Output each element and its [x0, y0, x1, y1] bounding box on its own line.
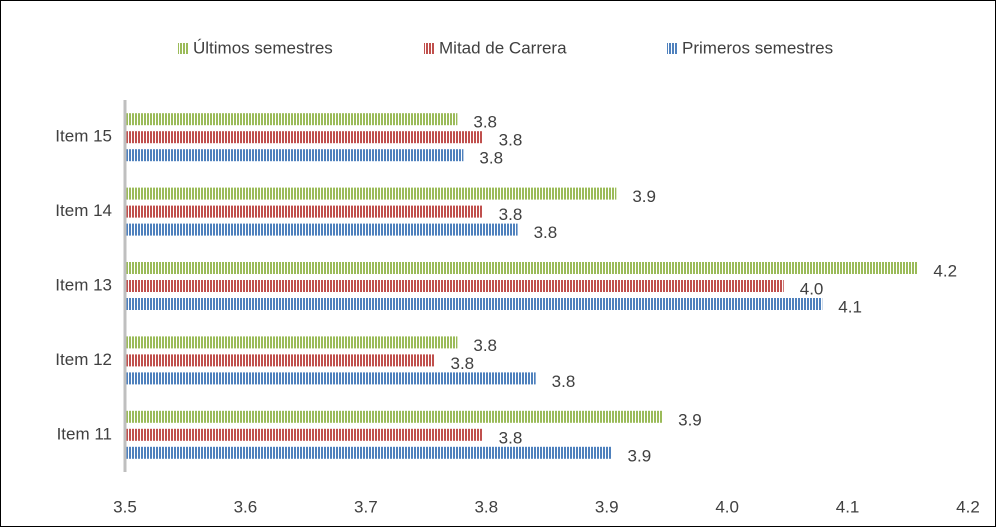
data-label: 4.0	[800, 279, 824, 298]
legend-swatch	[424, 43, 435, 54]
data-label: 4.1	[838, 297, 862, 316]
data-label: 3.8	[473, 336, 497, 355]
legend-swatch	[178, 43, 189, 54]
bar	[125, 149, 464, 162]
data-label: 3.9	[628, 446, 652, 465]
legend-swatch	[667, 43, 678, 54]
legend-label: Mitad de Carrera	[439, 38, 567, 57]
bar	[125, 280, 784, 292]
x-tick-label: 3.5	[113, 497, 137, 516]
data-label: 3.8	[499, 205, 523, 224]
bar	[125, 205, 483, 218]
data-label: 3.8	[473, 113, 497, 132]
data-label: 3.9	[632, 187, 656, 206]
bar	[125, 336, 458, 349]
x-tick-label: 4.0	[715, 497, 739, 516]
bar	[125, 410, 663, 423]
data-label: 3.8	[499, 131, 523, 150]
bar	[125, 428, 483, 441]
y-tick-label: Item 14	[55, 201, 112, 220]
x-tick-label: 4.1	[836, 497, 860, 516]
bar	[125, 446, 612, 459]
bar	[125, 113, 458, 126]
data-label: 3.8	[451, 354, 475, 373]
data-label: 4.2	[933, 261, 957, 280]
bar	[125, 262, 918, 274]
data-label: 3.8	[534, 223, 558, 242]
data-label: 3.9	[678, 410, 702, 429]
legend-label: Últimos semestres	[193, 38, 333, 57]
x-tick-label: 4.2	[956, 497, 980, 516]
y-tick-label: Item 12	[55, 350, 112, 369]
bar	[125, 223, 518, 236]
y-tick-label: Item 11	[57, 424, 112, 443]
bar	[125, 187, 617, 200]
y-tick-label: Item 15	[55, 127, 112, 146]
x-tick-label: 3.9	[595, 497, 619, 516]
data-label: 3.8	[499, 428, 523, 447]
x-tick-label: 3.6	[234, 497, 258, 516]
legend-label: Primeros semestres	[682, 38, 833, 57]
data-label: 3.8	[479, 149, 503, 168]
data-label: 3.8	[552, 372, 576, 391]
bar	[125, 372, 536, 385]
x-tick-label: 3.8	[474, 497, 498, 516]
bar	[125, 298, 823, 310]
bar	[125, 354, 435, 367]
bar	[125, 131, 483, 144]
x-tick-label: 3.7	[354, 497, 378, 516]
y-tick-label: Item 13	[55, 275, 112, 294]
